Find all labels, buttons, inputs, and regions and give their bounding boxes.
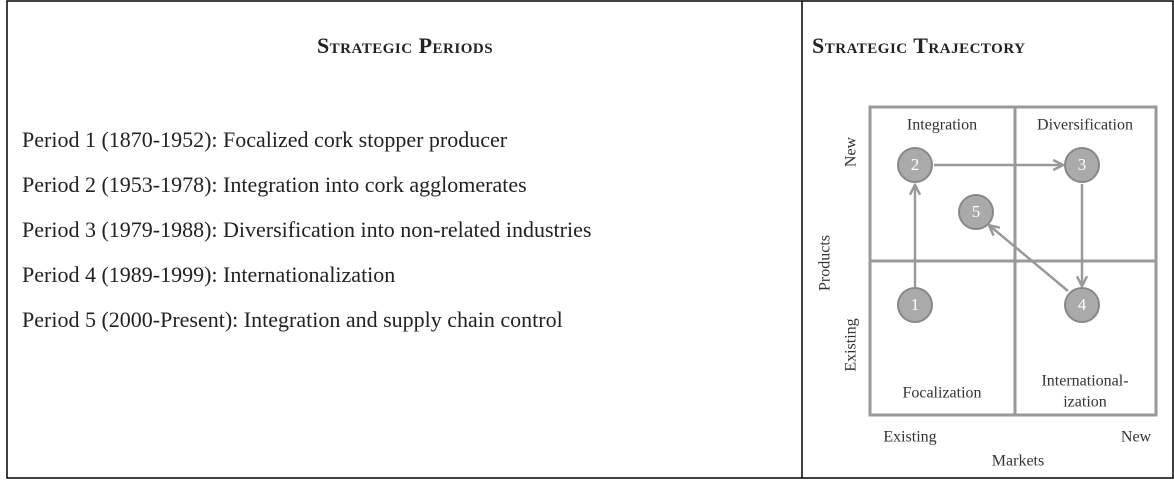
right-title: Strategic Trajectory xyxy=(812,33,1025,58)
arrows xyxy=(915,165,1082,292)
frame xyxy=(6,0,1174,479)
period: Period 1 (1870-1952): Focalized cork sto… xyxy=(22,127,508,152)
y-label: Products xyxy=(817,235,834,291)
node-label: 5 xyxy=(972,202,981,221)
quadrant-label: International- xyxy=(1041,373,1128,390)
left-title: Strategic Periods xyxy=(317,33,493,58)
y-bottom: Existing xyxy=(843,318,860,371)
node-label: 1 xyxy=(911,295,920,314)
node-label: 2 xyxy=(911,155,920,174)
x-label: Markets xyxy=(992,453,1044,470)
period: Period 3 (1979-1988): Diversification in… xyxy=(22,217,591,242)
quadrant-label: Integration xyxy=(907,117,977,134)
period: Period 5 (2000-Present): Integration and… xyxy=(22,307,563,332)
y-top: New xyxy=(843,136,860,167)
matrix xyxy=(868,105,1158,417)
quadrant-label: Focalization xyxy=(902,385,981,402)
nodes xyxy=(897,147,1100,323)
quadrant-label: Diversification xyxy=(1037,117,1133,134)
quadrant-label: ization xyxy=(1063,394,1107,411)
x-right: New xyxy=(1121,429,1152,446)
period: Period 2 (1953-1978): Integration into c… xyxy=(22,172,527,197)
period: Period 4 (1989-1999): Internationalizati… xyxy=(22,262,395,287)
x-left: Existing xyxy=(883,429,936,446)
node-label: 4 xyxy=(1078,295,1087,314)
node-label: 3 xyxy=(1078,155,1087,174)
